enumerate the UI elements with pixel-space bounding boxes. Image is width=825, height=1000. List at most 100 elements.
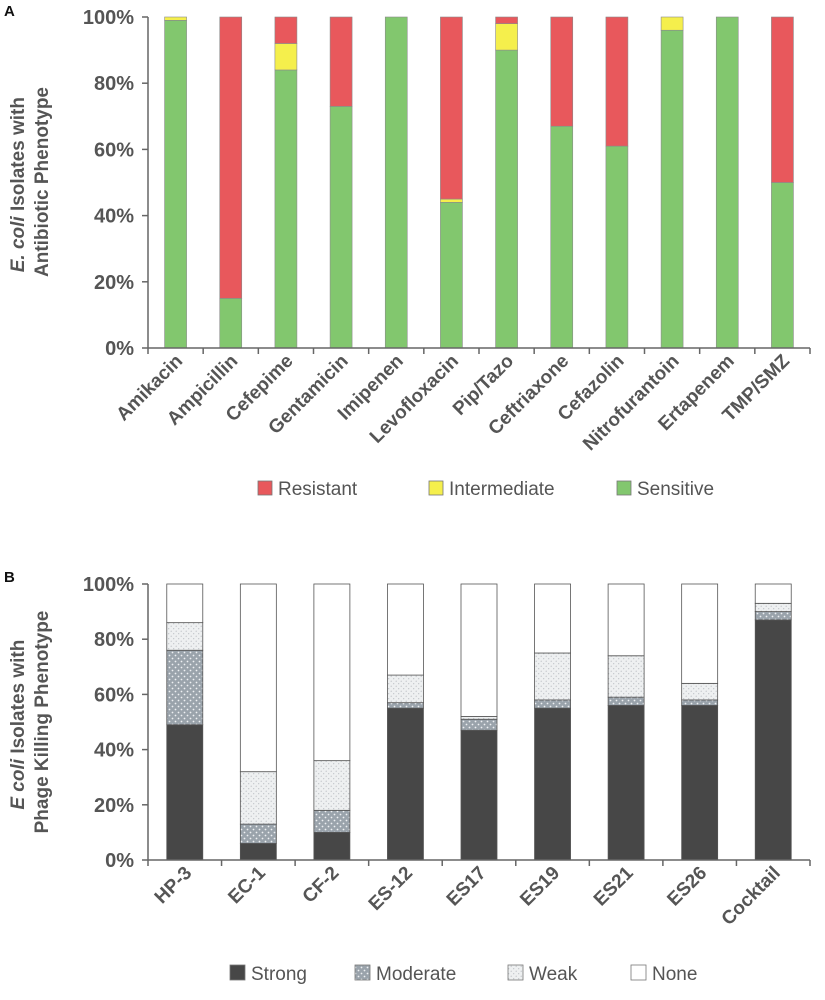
- panel-b-bar-es19-none: [534, 583, 571, 654]
- panel-a-category-label-nitrofurantoin: Nitrofurantoin: [579, 351, 683, 455]
- panel-b-bar-ec-1-none: [239, 583, 277, 773]
- panel-b-y-axis-label-line2: Phage Killing Phenotype: [32, 611, 53, 834]
- panel-a-bar-ampicillin-resistant: [219, 16, 243, 299]
- panel-b-bar-es26-none: [681, 583, 719, 684]
- panel-b-legend-label-none: None: [652, 964, 697, 985]
- panel-a-y-axis-label-italic: E. coli: [8, 216, 29, 273]
- panel-b-bar-es17-moderate: [460, 718, 498, 731]
- panel-b-category-label-es26: ES26: [663, 863, 711, 911]
- panel-a-bar-levofloxacin-sensitive: [440, 202, 463, 349]
- panel-a-bar-ampicillin-sensitive: [219, 298, 243, 349]
- panel-b-bar-cf-2-none: [313, 583, 351, 762]
- panel-b-y-axis-label-italic: E coli: [8, 758, 29, 809]
- panel-b-category-label-cf-2: CF-2: [299, 863, 344, 908]
- panel-b-legend-swatch-none: [630, 964, 647, 981]
- panel-b-bar-es-12-moderate: [387, 702, 424, 709]
- panel-b-y-tick-label: 100%: [83, 574, 134, 596]
- panel-a-bar-cefazolin-resistant: [605, 16, 629, 147]
- panel-a-legend-label-resistant: Resistant: [278, 479, 358, 500]
- panel-a-legend-label-sensitive: Sensitive: [637, 479, 714, 500]
- panel-b: B E coli Isolates with Phage Killing Phe…: [4, 569, 811, 985]
- panel-b-bar-hp-3-weak: [166, 622, 204, 651]
- panel-a-y-tick-label: 80%: [94, 73, 134, 95]
- panel-a-bar-imipenen-sensitive: [384, 16, 408, 349]
- panel-b-legend: Strong Moderate Weak None: [229, 964, 697, 985]
- panel-b-bar-hp-3-strong: [166, 724, 204, 861]
- panel-a-bar-tmp-smz-resistant: [771, 16, 794, 183]
- panel-a-bar-amikacin-intermediate: [164, 16, 187, 21]
- panel-a-y-axis-label-rest: Isolates with: [8, 97, 29, 216]
- panel-a-bar-pip-tazo-resistant: [495, 16, 518, 24]
- panel-b-bar-cocktail-none: [754, 583, 792, 604]
- panel-b-bar-es17-weak: [460, 716, 498, 720]
- panel-b-category-label-es19: ES19: [516, 863, 564, 911]
- panel-b-y-tick-label: 20%: [94, 795, 134, 817]
- panel-b-bar-hp-3-moderate: [166, 649, 204, 726]
- panel-b-bar-es19-weak: [534, 652, 571, 701]
- panel-a-axes: [147, 17, 810, 349]
- panel-b-bar-cocktail-strong: [754, 619, 792, 861]
- panel-a-bar-amikacin-sensitive: [164, 20, 187, 349]
- panel-b-category-label-cocktail: Cocktail: [718, 863, 785, 930]
- panel-a-legend: Resistant Intermediate Sensitive: [257, 479, 714, 500]
- panel-b-axes: [147, 584, 810, 861]
- panel-a-bar-pip-tazo-sensitive: [495, 49, 518, 349]
- panel-a-bar-levofloxacin-resistant: [440, 16, 463, 200]
- panel-a-bar-cefepime-resistant: [274, 16, 298, 44]
- panel-b-bar-es19-strong: [534, 707, 571, 861]
- panel-b-bar-es26-strong: [681, 705, 719, 861]
- panel-a-y-tick-label: 20%: [94, 272, 134, 294]
- panel-a-bar-tmp-smz-sensitive: [771, 182, 794, 349]
- panel-b-y-tick-label: 0%: [105, 850, 134, 872]
- panel-b-bar-es21-none: [607, 583, 645, 657]
- panel-a-bar-cefepime-sensitive: [274, 69, 298, 349]
- panel-b-legend-swatch-strong: [229, 964, 246, 981]
- panel-b-bar-cocktail-weak: [754, 602, 792, 613]
- panel-b-y-tick-label: 80%: [94, 629, 134, 651]
- panel-b-bar-es-12-none: [387, 583, 424, 676]
- panel-b-y-ticks: 0% 20% 40% 60% 80% 100%: [83, 574, 148, 872]
- panel-b-bar-cf-2-strong: [313, 832, 351, 861]
- panel-b-y-axis-label: E coli Isolates with Phage Killing Pheno…: [8, 611, 53, 834]
- panel-b-legend-swatch-moderate: [354, 964, 371, 981]
- panel-b-bars: [166, 583, 792, 861]
- panel-a-bar-pip-tazo-intermediate: [495, 23, 518, 51]
- panel-b-category-label-es21: ES21: [590, 862, 638, 910]
- panel-a-bar-nitrofurantoin-intermediate: [660, 16, 684, 31]
- panel-a-bars: [164, 16, 794, 349]
- panel-b-bar-es-12-weak: [387, 674, 424, 704]
- panel-a-legend-label-intermediate: Intermediate: [449, 479, 555, 500]
- panel-a-legend-swatch-resistant: [257, 480, 273, 496]
- panel-b-bar-es17-strong: [460, 729, 498, 861]
- panel-b-category-label-hp-3: HP-3: [151, 863, 196, 908]
- panel-b-y-tick-label: 40%: [94, 740, 134, 762]
- panel-a-bar-ceftriaxone-sensitive: [550, 125, 574, 349]
- panel-b-bar-ec-1-strong: [239, 843, 277, 861]
- panel-a-bar-gentamicin-sensitive: [329, 106, 353, 349]
- panel-b-bar-cf-2-weak: [313, 760, 351, 811]
- panel-a-y-axis-label: E. coli Isolates with Antibiotic Phenoty…: [8, 87, 53, 277]
- panel-b-category-label-es-12: ES-12: [365, 863, 417, 915]
- panel-a-y-tick-label: 60%: [94, 139, 134, 161]
- panel-b-bar-es19-moderate: [534, 699, 571, 709]
- panel-a-bar-ertapenem-sensitive: [715, 16, 739, 349]
- panel-b-legend-swatch-weak: [507, 964, 524, 981]
- panel-b-bar-es17-none: [460, 583, 498, 717]
- panel-b-category-label-es17: ES17: [443, 863, 491, 911]
- panel-b-legend-label-strong: Strong: [251, 964, 307, 985]
- panel-a-label: A: [4, 3, 15, 20]
- panel-b-bar-es21-moderate: [607, 696, 645, 706]
- panel-a-category-labels: AmikacinAmpicillinCefepimeGentamicinImip…: [113, 348, 811, 455]
- panel-b-bar-ec-1-moderate: [239, 823, 277, 844]
- panel-b-bar-es-12-strong: [387, 707, 424, 861]
- panel-b-bar-cocktail-moderate: [754, 611, 792, 621]
- panel-a-bar-levofloxacin-intermediate: [440, 198, 463, 203]
- panel-b-label: B: [4, 569, 15, 586]
- panel-b-bar-es21-weak: [607, 655, 645, 698]
- panel-b-legend-label-moderate: Moderate: [376, 964, 456, 985]
- panel-b-category-labels: HP-3 EC-1 CF-2 ES-12 ES17 ES19 ES21 ES26 Cocktai…: [147, 860, 811, 930]
- panel-a-y-axis-label-line2: Antibiotic Phenotype: [32, 87, 53, 277]
- panel-a: A E. coli Isolates with Antibiotic Pheno…: [4, 3, 811, 500]
- panel-a-bar-ceftriaxone-resistant: [550, 16, 574, 127]
